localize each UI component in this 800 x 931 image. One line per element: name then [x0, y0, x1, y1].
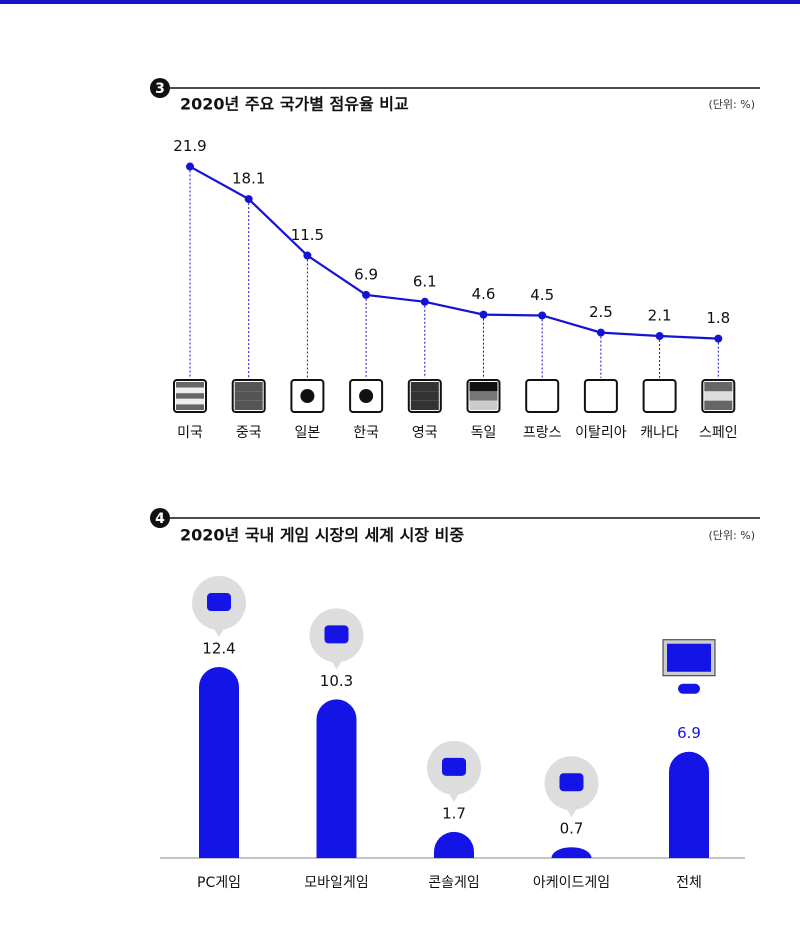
x-tick-label: 한국 — [353, 425, 379, 441]
bar — [551, 847, 592, 858]
top-rule — [0, 0, 800, 4]
value-label: 4.5 — [530, 286, 554, 304]
icon — [207, 593, 231, 612]
value-label: 6.1 — [413, 272, 437, 290]
value-label: 10.3 — [320, 672, 353, 690]
value-label: 2.5 — [589, 303, 613, 321]
flag-stripe — [586, 391, 615, 401]
flag-stripe — [410, 391, 439, 401]
flag-stripe — [293, 400, 322, 410]
flag-stripe — [176, 382, 204, 388]
point — [303, 251, 312, 260]
flag-stripe — [586, 382, 615, 392]
x-tick-label: 캐나다 — [640, 425, 679, 441]
flag-stripe — [410, 400, 439, 410]
flag-stripe — [293, 382, 322, 392]
bar — [199, 667, 239, 858]
x-tick-label: 영국 — [412, 425, 438, 441]
value-label: 0.7 — [560, 820, 584, 838]
point — [362, 290, 371, 299]
badge — [150, 78, 170, 98]
value-label: 4.6 — [472, 285, 496, 303]
point — [538, 311, 547, 320]
flag-stripe — [234, 400, 263, 410]
value-label: 11.5 — [291, 226, 324, 244]
x-tick-label: 아케이드게임 — [533, 875, 610, 891]
flag-stripe — [645, 400, 674, 410]
icon-pad — [678, 683, 700, 694]
x-tick-label: 프랑스 — [523, 425, 562, 441]
flag-stripe — [645, 382, 674, 392]
flag-stripe — [704, 400, 733, 410]
point — [655, 332, 664, 341]
x-tick-label: 일본 — [295, 425, 321, 441]
x-tick-label: PC게임 — [197, 875, 241, 891]
point — [479, 310, 488, 319]
point — [596, 328, 605, 337]
flag-stripe — [704, 391, 733, 401]
flag-stripe — [469, 382, 498, 392]
flag-stripe — [176, 398, 204, 405]
value-label: 18.1 — [232, 170, 265, 188]
value-label: 6.9 — [354, 265, 378, 283]
badge — [150, 508, 170, 528]
flag-stripe — [410, 382, 439, 392]
value-label: 21.9 — [173, 137, 206, 155]
flag-stripe — [176, 393, 204, 399]
flag-stripe — [586, 400, 615, 410]
x-tick-label: 미국 — [177, 425, 203, 441]
x-tick-label: 콘솔게임 — [428, 875, 480, 891]
flag-stripe — [528, 382, 557, 392]
value-label: 1.8 — [706, 309, 730, 327]
flag-stripe — [645, 391, 674, 401]
flag-stripe — [704, 382, 733, 392]
flag-stripe — [469, 400, 498, 410]
value-label: 1.7 — [442, 804, 466, 822]
flag-stripe — [176, 387, 204, 394]
chart-title: 2020년 국내 게임 시장의 세계 시장 비중 — [180, 526, 464, 545]
icon — [442, 757, 466, 776]
icon — [324, 625, 349, 644]
x-tick-label: 이탈리아 — [575, 425, 627, 441]
badge-number: 3 — [155, 81, 165, 97]
flag-stripe — [528, 391, 557, 401]
flag-stripe — [469, 391, 498, 401]
point — [186, 162, 194, 171]
bar — [434, 831, 474, 858]
point — [244, 195, 253, 204]
flag-emblem — [300, 389, 315, 403]
flag-stripe — [234, 382, 263, 392]
x-tick-label: 모바일게임 — [304, 875, 368, 891]
flag-stripe — [176, 404, 204, 410]
unit-label: (단위: %) — [709, 529, 755, 542]
icon-screen — [667, 643, 711, 672]
icon — [559, 773, 584, 792]
x-tick-label: 전체 — [676, 875, 702, 891]
value-label: 12.4 — [202, 640, 235, 658]
x-tick-label: 스페인 — [699, 425, 738, 441]
flag-emblem — [359, 389, 374, 403]
chart-title: 2020년 주요 국가별 점유율 비교 — [180, 95, 409, 114]
badge-number: 4 — [155, 511, 165, 527]
flag-stripe — [352, 400, 381, 410]
point — [714, 334, 723, 343]
flag-stripe — [352, 382, 381, 392]
line — [189, 165, 719, 340]
bar — [316, 699, 357, 858]
unit-label: (단위: %) — [709, 98, 755, 111]
x-tick-label: 독일 — [471, 425, 497, 441]
flag-stripe — [234, 391, 263, 401]
flag-stripe — [528, 400, 557, 410]
value-label: 6.9 — [677, 724, 701, 742]
x-tick-label: 중국 — [236, 425, 262, 441]
value-label: 2.1 — [648, 307, 672, 325]
point — [420, 297, 429, 306]
bar — [669, 751, 709, 858]
